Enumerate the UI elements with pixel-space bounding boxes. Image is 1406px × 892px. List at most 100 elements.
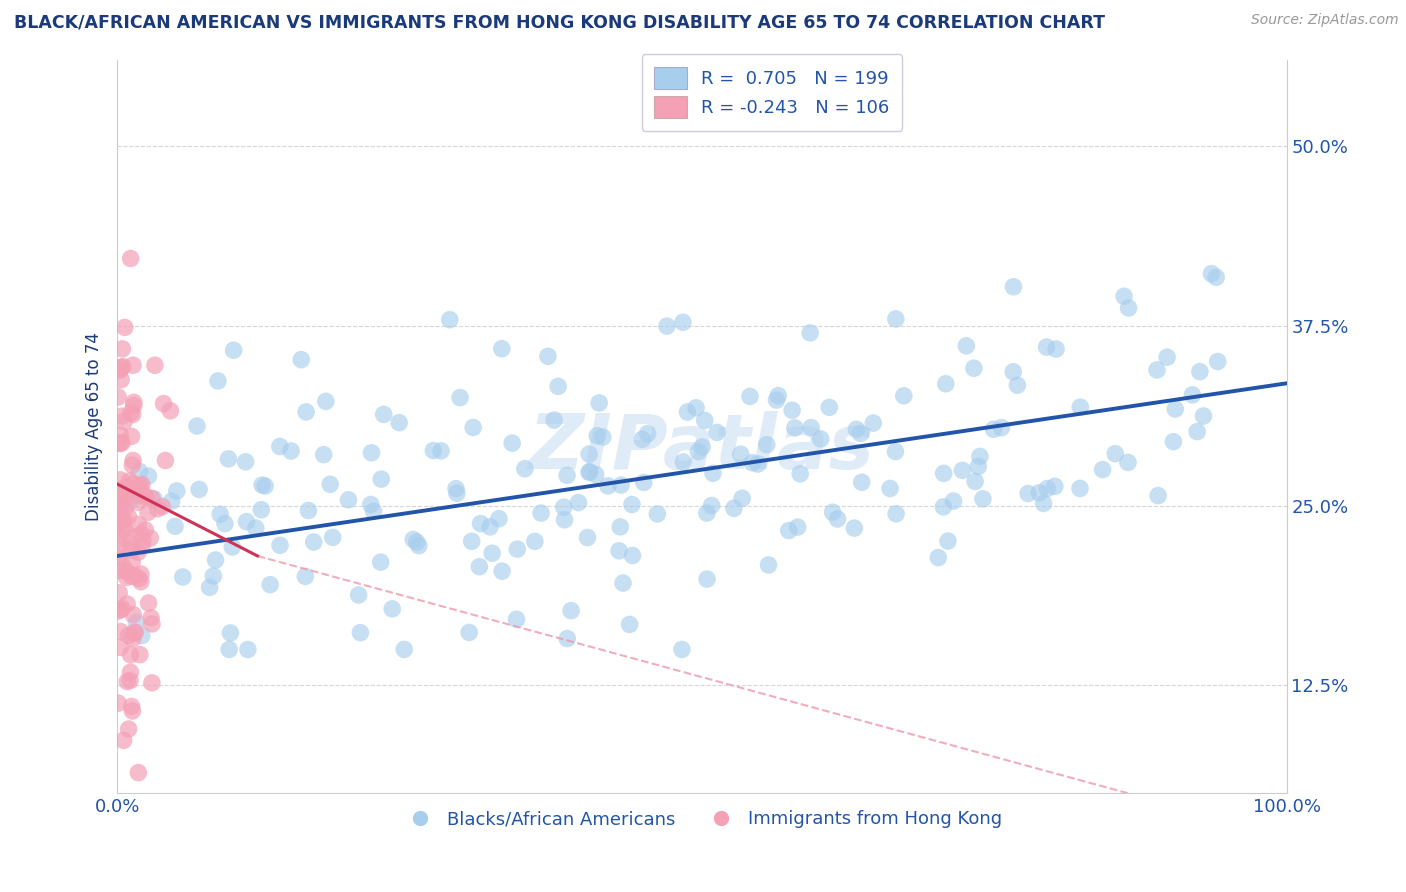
- Point: [315, 394, 337, 409]
- Point: [818, 401, 841, 415]
- Point: [138, 469, 160, 483]
- Point: [107, 436, 129, 450]
- Point: [780, 403, 803, 417]
- Point: [688, 444, 710, 458]
- Point: [1164, 402, 1187, 417]
- Point: [1032, 496, 1054, 510]
- Point: [114, 486, 136, 500]
- Point: [700, 499, 723, 513]
- Point: [481, 546, 503, 560]
- Point: [963, 361, 986, 376]
- Point: [131, 477, 153, 491]
- Point: [693, 413, 716, 427]
- Point: [612, 576, 634, 591]
- Point: [217, 451, 239, 466]
- Point: [122, 453, 145, 467]
- Point: [893, 389, 915, 403]
- Point: [633, 475, 655, 490]
- Point: [110, 428, 132, 442]
- Text: Source: ZipAtlas.com: Source: ZipAtlas.com: [1251, 13, 1399, 28]
- Point: [118, 474, 141, 488]
- Point: [1192, 409, 1215, 423]
- Point: [585, 467, 607, 482]
- Point: [596, 479, 619, 493]
- Point: [547, 379, 569, 393]
- Point: [129, 567, 152, 582]
- Point: [120, 536, 142, 550]
- Point: [120, 252, 142, 266]
- Point: [491, 564, 513, 578]
- Point: [554, 513, 576, 527]
- Point: [160, 494, 183, 508]
- Point: [146, 501, 169, 516]
- Point: [135, 490, 157, 504]
- Legend: Blacks/African Americans, Immigrants from Hong Kong: Blacks/African Americans, Immigrants fro…: [395, 803, 1010, 836]
- Point: [280, 444, 302, 458]
- Point: [124, 569, 146, 583]
- Point: [207, 374, 229, 388]
- Point: [131, 539, 153, 553]
- Point: [143, 358, 166, 372]
- Point: [766, 389, 789, 403]
- Point: [884, 507, 907, 521]
- Point: [111, 409, 134, 424]
- Point: [1069, 482, 1091, 496]
- Point: [159, 404, 181, 418]
- Point: [461, 534, 484, 549]
- Point: [1147, 489, 1170, 503]
- Point: [121, 556, 143, 570]
- Point: [188, 483, 211, 497]
- Point: [110, 360, 132, 375]
- Point: [117, 480, 139, 494]
- Point: [235, 455, 257, 469]
- Point: [381, 602, 404, 616]
- Point: [131, 629, 153, 643]
- Point: [1002, 365, 1025, 379]
- Point: [110, 436, 132, 450]
- Point: [322, 530, 344, 544]
- Point: [295, 405, 318, 419]
- Point: [112, 733, 135, 747]
- Point: [730, 447, 752, 461]
- Point: [112, 512, 135, 526]
- Point: [302, 535, 325, 549]
- Point: [932, 467, 955, 481]
- Point: [110, 511, 132, 525]
- Point: [294, 569, 316, 583]
- Point: [152, 396, 174, 410]
- Point: [112, 489, 135, 503]
- Point: [198, 580, 221, 594]
- Point: [610, 478, 633, 492]
- Point: [755, 438, 778, 452]
- Point: [107, 533, 129, 547]
- Point: [851, 475, 873, 490]
- Point: [117, 495, 139, 509]
- Point: [120, 665, 142, 680]
- Point: [388, 416, 411, 430]
- Point: [121, 699, 143, 714]
- Point: [127, 545, 149, 559]
- Point: [312, 448, 335, 462]
- Point: [1028, 485, 1050, 500]
- Point: [560, 604, 582, 618]
- Point: [111, 514, 134, 528]
- Point: [122, 358, 145, 372]
- Point: [706, 425, 728, 440]
- Point: [127, 765, 149, 780]
- Point: [578, 465, 600, 479]
- Point: [1188, 365, 1211, 379]
- Point: [121, 704, 143, 718]
- Point: [621, 549, 644, 563]
- Point: [1205, 270, 1227, 285]
- Point: [108, 363, 131, 377]
- Point: [1091, 462, 1114, 476]
- Point: [578, 466, 600, 480]
- Point: [478, 520, 501, 534]
- Point: [111, 342, 134, 356]
- Point: [576, 531, 599, 545]
- Point: [408, 539, 430, 553]
- Point: [1069, 400, 1091, 414]
- Point: [620, 498, 643, 512]
- Point: [405, 535, 427, 549]
- Point: [107, 550, 129, 565]
